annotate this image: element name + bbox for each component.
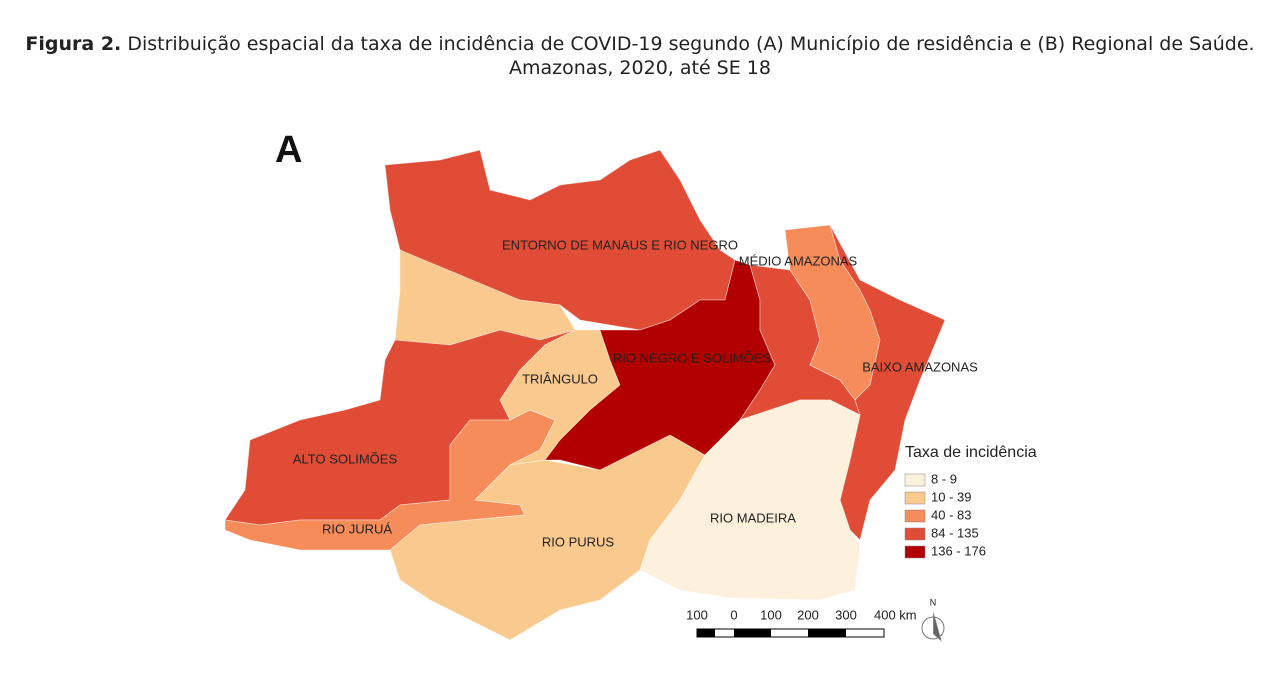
region-label: RIO NEGRO E SOLIMÕES: [613, 350, 772, 365]
regions: [224, 149, 946, 641]
scale-label: 300: [835, 607, 857, 622]
scale-label: 200: [797, 607, 819, 622]
legend-label: 136 - 176: [931, 543, 986, 558]
legend-swatch: [904, 491, 926, 505]
north-circle: [921, 616, 945, 640]
scale-label: 100: [760, 607, 782, 622]
legend-swatch: [904, 473, 926, 487]
region-label: TRIÂNGULO: [522, 371, 598, 386]
region-label: RIO MADEIRA: [710, 510, 796, 525]
north-arrow-half: [932, 609, 943, 644]
legend-label: 84 - 135: [931, 525, 979, 540]
legend-swatch: [904, 509, 926, 523]
region-label: RIO JURUÁ: [322, 521, 392, 536]
region-label: RIO PURUS: [542, 534, 615, 549]
north-arrow: N: [921, 597, 945, 644]
legend-title: Taxa de incidência: [905, 444, 1037, 461]
scale-label: 100: [686, 607, 708, 622]
figure-caption: Figura 2. Distribuição espacial da taxa …: [0, 32, 1280, 80]
legend-swatch: [904, 527, 926, 541]
legend-label: 10 - 39: [931, 489, 971, 504]
scale-segment: [734, 629, 771, 637]
region-labels: ENTORNO DE MANAUS E RIO NEGRO MÉDIO AMAZ…: [293, 237, 978, 549]
legend-swatch: [904, 545, 926, 559]
scale-labels: 100 0 100 200 300 400 km: [686, 607, 916, 622]
legend-label: 8 - 9: [931, 471, 957, 486]
north-arrow-half: [923, 609, 934, 644]
caption-line2: Amazonas, 2020, até SE 18: [509, 57, 771, 79]
scale-segment: [697, 629, 715, 637]
legend-label: 40 - 83: [931, 507, 971, 522]
legend: 8 - 9 10 - 39 40 - 83 84 - 135 136 - 176: [904, 471, 986, 559]
panel-label: A: [275, 129, 302, 171]
region-label: ENTORNO DE MANAUS E RIO NEGRO: [502, 237, 738, 252]
scale-label: 0: [730, 607, 737, 622]
region-label: BAIXO AMAZONAS: [862, 359, 978, 374]
scale-frame: [696, 628, 885, 638]
scale-label: 400 km: [874, 607, 917, 622]
caption-label: Figura 2.: [25, 33, 122, 55]
region-shape: [639, 399, 861, 601]
scale-segment: [808, 629, 846, 637]
region-label: ALTO SOLIMÕES: [293, 451, 398, 466]
region-label: MÉDIO AMAZONAS: [739, 253, 858, 268]
scale-bar: [696, 628, 885, 638]
north-label: N: [930, 597, 937, 607]
caption-text: Distribuição espacial da taxa de incidên…: [127, 33, 1255, 55]
